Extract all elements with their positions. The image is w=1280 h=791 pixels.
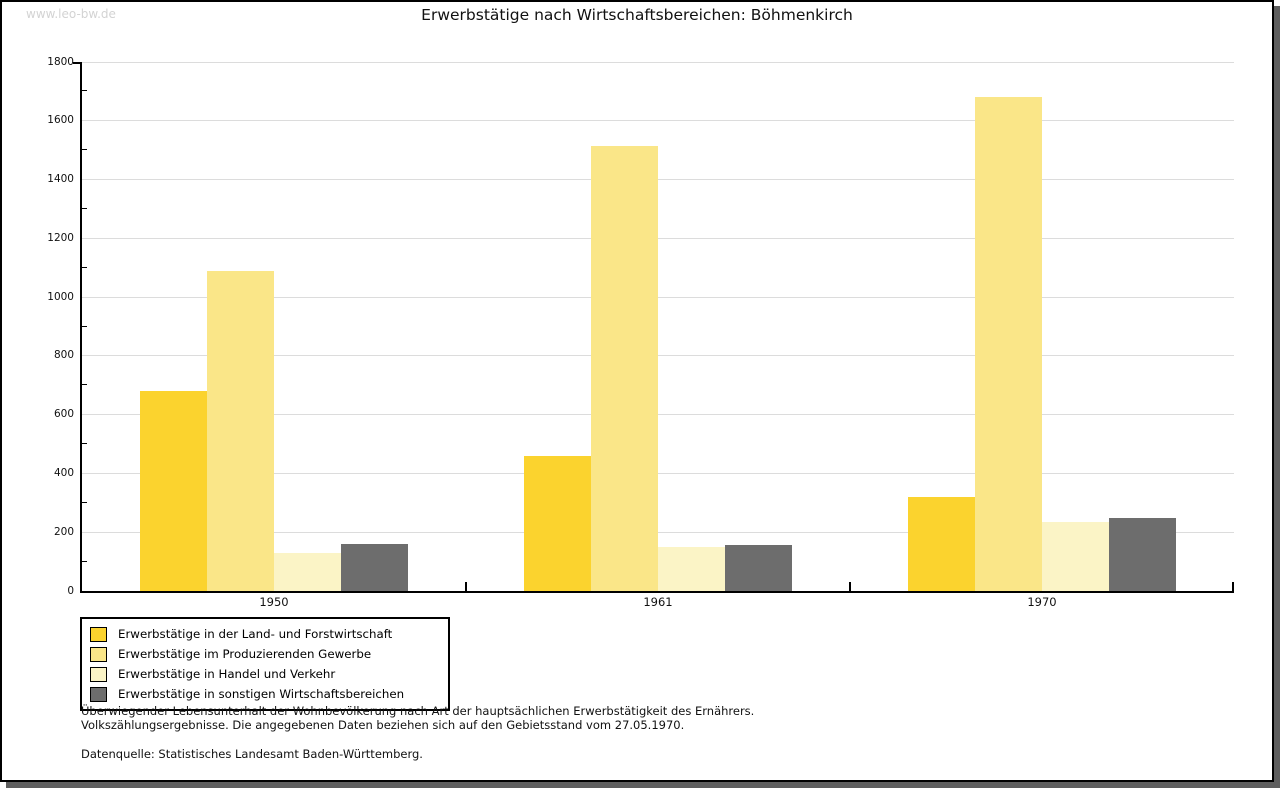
y-tick-label: 1600 (47, 114, 74, 127)
legend-row: Erwerbstätige in sonstigen Wirtschaftsbe… (90, 684, 440, 704)
x-axis-boundary-tick (849, 582, 851, 591)
y-minor-tick (82, 266, 87, 268)
y-minor-tick (82, 149, 87, 151)
y-minor-tick (82, 325, 87, 327)
y-tick-label: 1000 (47, 290, 74, 303)
x-axis-end-tick (1232, 582, 1234, 591)
bar (274, 552, 341, 591)
gridline (82, 179, 1234, 181)
y-tick-label: 1800 (47, 55, 74, 68)
page-title: Erwerbstätige nach Wirtschaftsbereichen:… (421, 6, 853, 24)
gridline (82, 531, 1234, 533)
bar (1109, 517, 1176, 591)
legend-label: Erwerbstätige in Handel und Verkehr (118, 667, 336, 681)
footnote-line-1: Überwiegender Lebensunterhalt der Wohnbe… (81, 704, 755, 718)
legend-row: Erwerbstätige im Produzierenden Gewerbe (90, 644, 440, 664)
legend-label: Erwerbstätige in der Land- und Forstwirt… (118, 627, 393, 641)
footnote: Überwiegender Lebensunterhalt der Wohnbe… (81, 704, 755, 732)
y-tick-label: 0 (67, 584, 74, 597)
legend-swatch (90, 646, 107, 662)
y-tick-label: 1400 (47, 173, 74, 186)
gridline (82, 237, 1234, 239)
y-minor-tick (82, 443, 87, 445)
x-category-label: 1970 (1027, 595, 1057, 609)
gridline (82, 296, 1234, 298)
bar (975, 97, 1042, 591)
bar (658, 546, 725, 591)
y-tick-label: 400 (53, 466, 74, 479)
bar-chart-plot-area: 0 200 400 600 800 1000 1200 1400 1600 1800 1950 196… (47, 56, 1234, 609)
legend-swatch (90, 626, 107, 642)
bar (341, 543, 408, 591)
gridline (82, 355, 1234, 357)
gridline (82, 61, 1234, 63)
bar (207, 270, 274, 591)
legend-row: Erwerbstätige in Handel und Verkehr (90, 664, 440, 684)
legend-swatch (90, 666, 107, 682)
x-axis-boundary-tick (465, 582, 467, 591)
y-tick-label: 600 (53, 408, 74, 421)
y-minor-tick (82, 90, 87, 92)
data-source: Datenquelle: Statistisches Landesamt Bad… (81, 747, 423, 761)
y-tick-label: 1200 (47, 231, 74, 244)
gridline (82, 120, 1234, 122)
legend-swatch (90, 686, 107, 702)
y-minor-tick (82, 384, 87, 386)
bar (591, 145, 658, 591)
y-minor-tick (82, 560, 87, 562)
gridline (82, 472, 1234, 474)
footnote-line-2: Volkszählungsergebnisse. Die angegebenen… (81, 717, 685, 732)
watermark: www.leo-bw.de (26, 7, 116, 21)
bar (908, 496, 975, 591)
bar (1042, 521, 1109, 591)
bar (524, 455, 591, 591)
legend-label: Erwerbstätige im Produzierenden Gewerbe (118, 647, 372, 661)
y-minor-tick (82, 207, 87, 209)
gridline (82, 414, 1234, 416)
y-axis-top-tick (73, 62, 80, 64)
x-category-label: 1961 (643, 595, 673, 609)
x-category-label: 1950 (259, 595, 289, 609)
legend-row: Erwerbstätige in der Land- und Forstwirt… (90, 624, 440, 644)
legend-box: Erwerbstätige in der Land- und Forstwirt… (80, 617, 450, 711)
bar (140, 391, 207, 591)
y-tick-label: 800 (53, 349, 74, 362)
legend-label: Erwerbstätige in sonstigen Wirtschaftsbe… (118, 687, 405, 701)
bar (725, 545, 792, 591)
y-minor-tick (82, 501, 87, 503)
y-tick-label: 200 (53, 525, 74, 538)
